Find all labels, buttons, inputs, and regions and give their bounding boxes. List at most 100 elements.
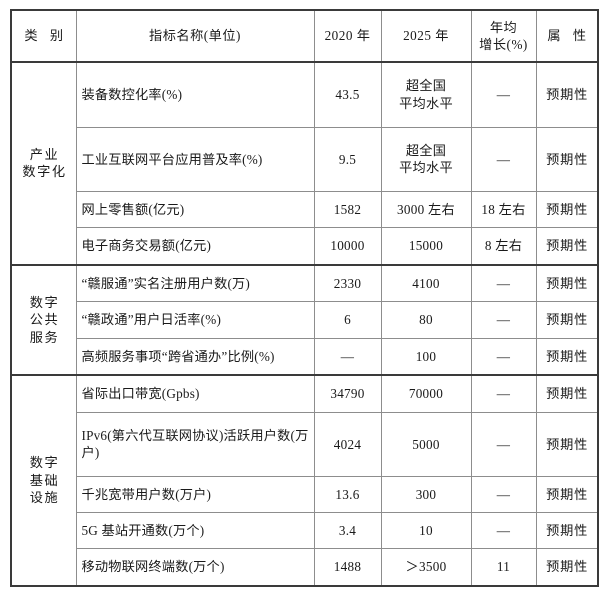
value-2025: 15000	[380, 227, 472, 266]
table-row: 高频服务事项“跨省通办”比例(%) — 100 — 预期性	[11, 337, 599, 376]
value-2020: 10000	[313, 227, 382, 266]
value-2020: 43.5	[313, 60, 382, 128]
table-row: 5G 基站开通数(万个) 3.4 10 — 预期性	[11, 512, 599, 550]
indicator-name: “赣服通”实名注册用户数(万)	[75, 263, 315, 303]
value-2025: 80	[380, 301, 472, 339]
value-2020: 6	[313, 301, 382, 339]
value-2025: 3000 左右	[380, 191, 472, 229]
value-2020: 4024	[313, 411, 382, 477]
value-2025: 超全国 平均水平	[380, 126, 472, 193]
indicator-name: 省际出口带宽(Gpbs)	[75, 374, 315, 413]
indicator-name: 5G 基站开通数(万个)	[75, 512, 315, 550]
table-row: IPv6(第六代互联网协议)活跃用户数(万户) 4024 5000 — 预期性	[11, 411, 599, 477]
value-growth: —	[470, 337, 537, 376]
value-attribute: 预期性	[535, 60, 599, 128]
value-attribute: 预期性	[535, 191, 599, 229]
value-2025: ＞3500	[380, 548, 472, 587]
indicator-name: 移动物联网终端数(万个)	[75, 548, 315, 587]
value-growth: —	[470, 411, 537, 477]
value-2025: 超全国 平均水平	[380, 60, 472, 128]
value-attribute: 预期性	[535, 301, 599, 339]
digital-economy-indicators-table: 类 别 指标名称(单位) 2020 年 2025 年 年均 增长(%) 属 性 …	[10, 9, 599, 587]
value-2020: 2330	[313, 263, 382, 303]
value-attribute: 预期性	[535, 475, 599, 514]
value-2025: 300	[380, 475, 472, 514]
value-attribute: 预期性	[535, 263, 599, 303]
header-annual-growth: 年均 增长(%)	[470, 9, 537, 63]
value-2025: 100	[380, 337, 472, 376]
table-row: 工业互联网平台应用普及率(%) 9.5 超全国 平均水平 — 预期性	[11, 126, 599, 193]
value-2020: —	[313, 337, 382, 376]
header-year-2020: 2020 年	[313, 9, 382, 63]
value-attribute: 预期性	[535, 126, 599, 193]
value-growth: —	[470, 475, 537, 514]
table-row: 网上零售额(亿元) 1582 3000 左右 18 左右 预期性	[11, 191, 599, 229]
value-growth: —	[470, 374, 537, 413]
indicator-name: 装备数控化率(%)	[75, 60, 315, 128]
value-attribute: 预期性	[535, 374, 599, 413]
table-row: 产业 数字化 装备数控化率(%) 43.5 超全国 平均水平 — 预期性	[10, 60, 599, 266]
header-row: 类 别 指标名称(单位) 2020 年 2025 年 年均 增长(%) 属 性	[10, 9, 599, 63]
table-row: 千兆宽带用户数(万户) 13.6 300 — 预期性	[11, 475, 599, 514]
value-2025: 10	[380, 512, 472, 550]
value-growth: —	[470, 60, 537, 128]
category-line1: 数字	[29, 294, 60, 310]
header-year-2025: 2025 年	[380, 9, 472, 63]
value-growth: 8 左右	[470, 227, 537, 266]
value-growth: —	[470, 512, 537, 550]
indicator-name: 电子商务交易额(亿元)	[75, 227, 315, 266]
header-category: 类 别	[10, 9, 77, 63]
metrics-table-container: 类 别 指标名称(单位) 2020 年 2025 年 年均 增长(%) 属 性 …	[10, 9, 599, 587]
value-2025-line1: 超全国	[405, 78, 447, 94]
category-line2: 基础	[29, 472, 60, 488]
category-cell-industry: 产业 数字化	[10, 61, 77, 266]
value-attribute: 预期性	[535, 227, 599, 266]
value-2025: 4100	[380, 263, 472, 303]
value-growth: —	[470, 263, 537, 303]
category-line3: 设施	[29, 490, 60, 506]
value-2025-line1: 超全国	[405, 142, 447, 158]
table-header: 类 别 指标名称(单位) 2020 年 2025 年 年均 增长(%) 属 性	[10, 9, 599, 63]
value-2020: 3.4	[313, 512, 382, 550]
category-cell-public-service: 数字 公共 服务	[10, 263, 77, 376]
category-line1: 产业	[29, 146, 60, 162]
value-2025-line2: 平均水平	[399, 95, 453, 111]
value-growth: 11	[470, 548, 537, 587]
header-growth-line1: 年均	[489, 19, 518, 35]
value-growth: —	[470, 301, 537, 339]
value-2025: 5000	[380, 411, 472, 477]
value-attribute: 预期性	[535, 337, 599, 376]
category-line2: 数字化	[22, 164, 67, 180]
value-growth: 18 左右	[470, 191, 537, 229]
value-2020: 9.5	[313, 126, 382, 193]
value-2020: 1488	[313, 548, 382, 587]
header-indicator: 指标名称(单位)	[75, 9, 315, 63]
value-attribute: 预期性	[535, 512, 599, 550]
indicator-name: 千兆宽带用户数(万户)	[75, 475, 315, 514]
table-row: 数字 公共 服务 “赣服通”实名注册用户数(万) 2330 4100 — 预期性	[10, 263, 599, 376]
category-line2: 公共	[29, 312, 60, 328]
value-growth: —	[470, 126, 537, 193]
value-2020: 34790	[313, 374, 382, 413]
table-row: 电子商务交易额(亿元) 10000 15000 8 左右 预期性	[11, 227, 599, 266]
indicator-name: IPv6(第六代互联网协议)活跃用户数(万户)	[75, 411, 315, 477]
table-row: 移动物联网终端数(万个) 1488 ＞3500 11 预期性	[11, 548, 599, 587]
indicator-name: 网上零售额(亿元)	[75, 191, 315, 229]
header-growth-line2: 增长(%)	[479, 37, 528, 52]
category-line1: 数字	[29, 455, 60, 471]
indicator-name: “赣政通”用户日活率(%)	[75, 301, 315, 339]
value-attribute: 预期性	[535, 548, 599, 587]
value-2020: 13.6	[313, 475, 382, 514]
header-attribute: 属 性	[535, 9, 599, 63]
table-body: 产业 数字化 装备数控化率(%) 43.5 超全国 平均水平 — 预期性 工业互…	[10, 60, 599, 587]
table-row: “赣政通”用户日活率(%) 6 80 — 预期性	[11, 301, 599, 339]
indicator-name: 高频服务事项“跨省通办”比例(%)	[75, 337, 315, 376]
category-line3: 服务	[29, 329, 60, 345]
table-row: 数字 基础 设施 省际出口带宽(Gpbs) 34790 70000 — 预期性	[10, 374, 599, 587]
category-cell-infrastructure: 数字 基础 设施	[10, 374, 77, 587]
indicator-name: 工业互联网平台应用普及率(%)	[75, 126, 315, 193]
value-2025: 70000	[380, 374, 472, 413]
value-attribute: 预期性	[535, 411, 599, 477]
value-2020: 1582	[313, 191, 382, 229]
value-2025-line2: 平均水平	[399, 160, 453, 176]
